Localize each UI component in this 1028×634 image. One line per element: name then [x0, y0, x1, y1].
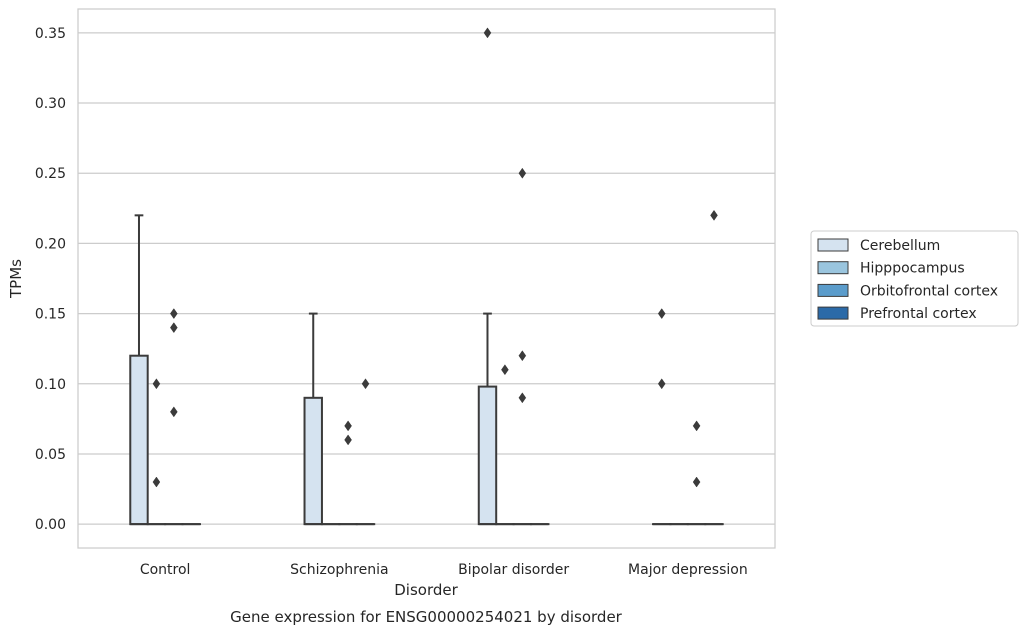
y-tick-label: 0.00	[35, 517, 66, 533]
legend-frame	[810, 230, 1019, 327]
box-cerebellum	[303, 312, 323, 526]
box-hipppocampus	[146, 378, 167, 526]
outlier-point	[518, 167, 527, 179]
outlier-point	[361, 378, 370, 390]
box-body	[129, 354, 149, 526]
box-cerebellum	[477, 27, 498, 526]
legend-swatch	[817, 306, 849, 320]
x-tick-label: Major depression	[628, 562, 748, 578]
box-prefrontal-cortex	[355, 378, 376, 526]
chart-caption: Gene expression for ENSG00000254021 by d…	[230, 608, 623, 626]
y-tick-label: 0.05	[35, 447, 66, 463]
x-tick-label: Bipolar disorder	[458, 562, 569, 578]
outlier-point	[501, 364, 509, 376]
outlier-point	[170, 308, 178, 320]
y-tick-label: 0.10	[35, 377, 66, 393]
box-body	[303, 396, 323, 526]
outlier-point	[170, 322, 178, 334]
outlier-point	[518, 392, 527, 404]
box-orbitofrontal-cortex	[686, 420, 707, 526]
legend: Cerebellum Hipppocampus Orbitofrontal cort…	[810, 230, 1019, 327]
plot-frame	[77, 8, 776, 549]
outlier-point	[692, 420, 701, 432]
outlier-point	[692, 476, 701, 488]
legend-swatch	[817, 238, 849, 252]
outlier-point	[710, 209, 718, 221]
y-tick-labels: 0.00 0.05 0.10 0.15 0.20 0.25 0.30 0.35	[35, 26, 66, 533]
boxes	[129, 27, 724, 526]
outlier-point	[170, 406, 178, 418]
box-prefrontal-cortex	[704, 209, 724, 526]
outlier-point	[518, 350, 527, 362]
legend-label: Cerebellum	[860, 238, 940, 254]
x-tick-label: Control	[140, 562, 191, 578]
legend-swatch	[817, 261, 849, 275]
y-tick-label: 0.35	[35, 26, 66, 42]
outlier-point	[344, 420, 352, 432]
outlier-point	[657, 378, 666, 390]
outlier-point	[483, 27, 492, 39]
y-tick-label: 0.15	[35, 307, 66, 323]
box-body	[477, 385, 498, 526]
y-tick-label: 0.30	[35, 96, 66, 112]
box-orbitofrontal-cortex	[512, 167, 533, 526]
x-tick-labels: Control Schizophrenia Bipolar disorder Majo…	[140, 562, 748, 578]
legend-label: Orbitofrontal cortex	[860, 283, 998, 299]
legend-label: Prefrontal cortex	[860, 306, 977, 322]
plot-background	[78, 9, 775, 548]
y-axis-title: TPMs	[7, 259, 25, 299]
outlier-point	[657, 308, 666, 320]
outlier-point	[152, 378, 161, 390]
y-tick-label: 0.20	[35, 236, 66, 252]
box-cerebellum	[129, 214, 149, 526]
grid-lines	[78, 32, 775, 525]
outlier-point	[152, 476, 161, 488]
box-orbitofrontal-cortex	[338, 420, 358, 526]
y-tick-label: 0.25	[35, 166, 66, 182]
legend-swatch	[817, 283, 849, 297]
x-axis-title: Disorder	[394, 581, 458, 599]
legend-label: Hipppocampus	[860, 261, 965, 277]
x-tick-label: Schizophrenia	[290, 562, 388, 578]
outlier-point	[344, 434, 352, 446]
